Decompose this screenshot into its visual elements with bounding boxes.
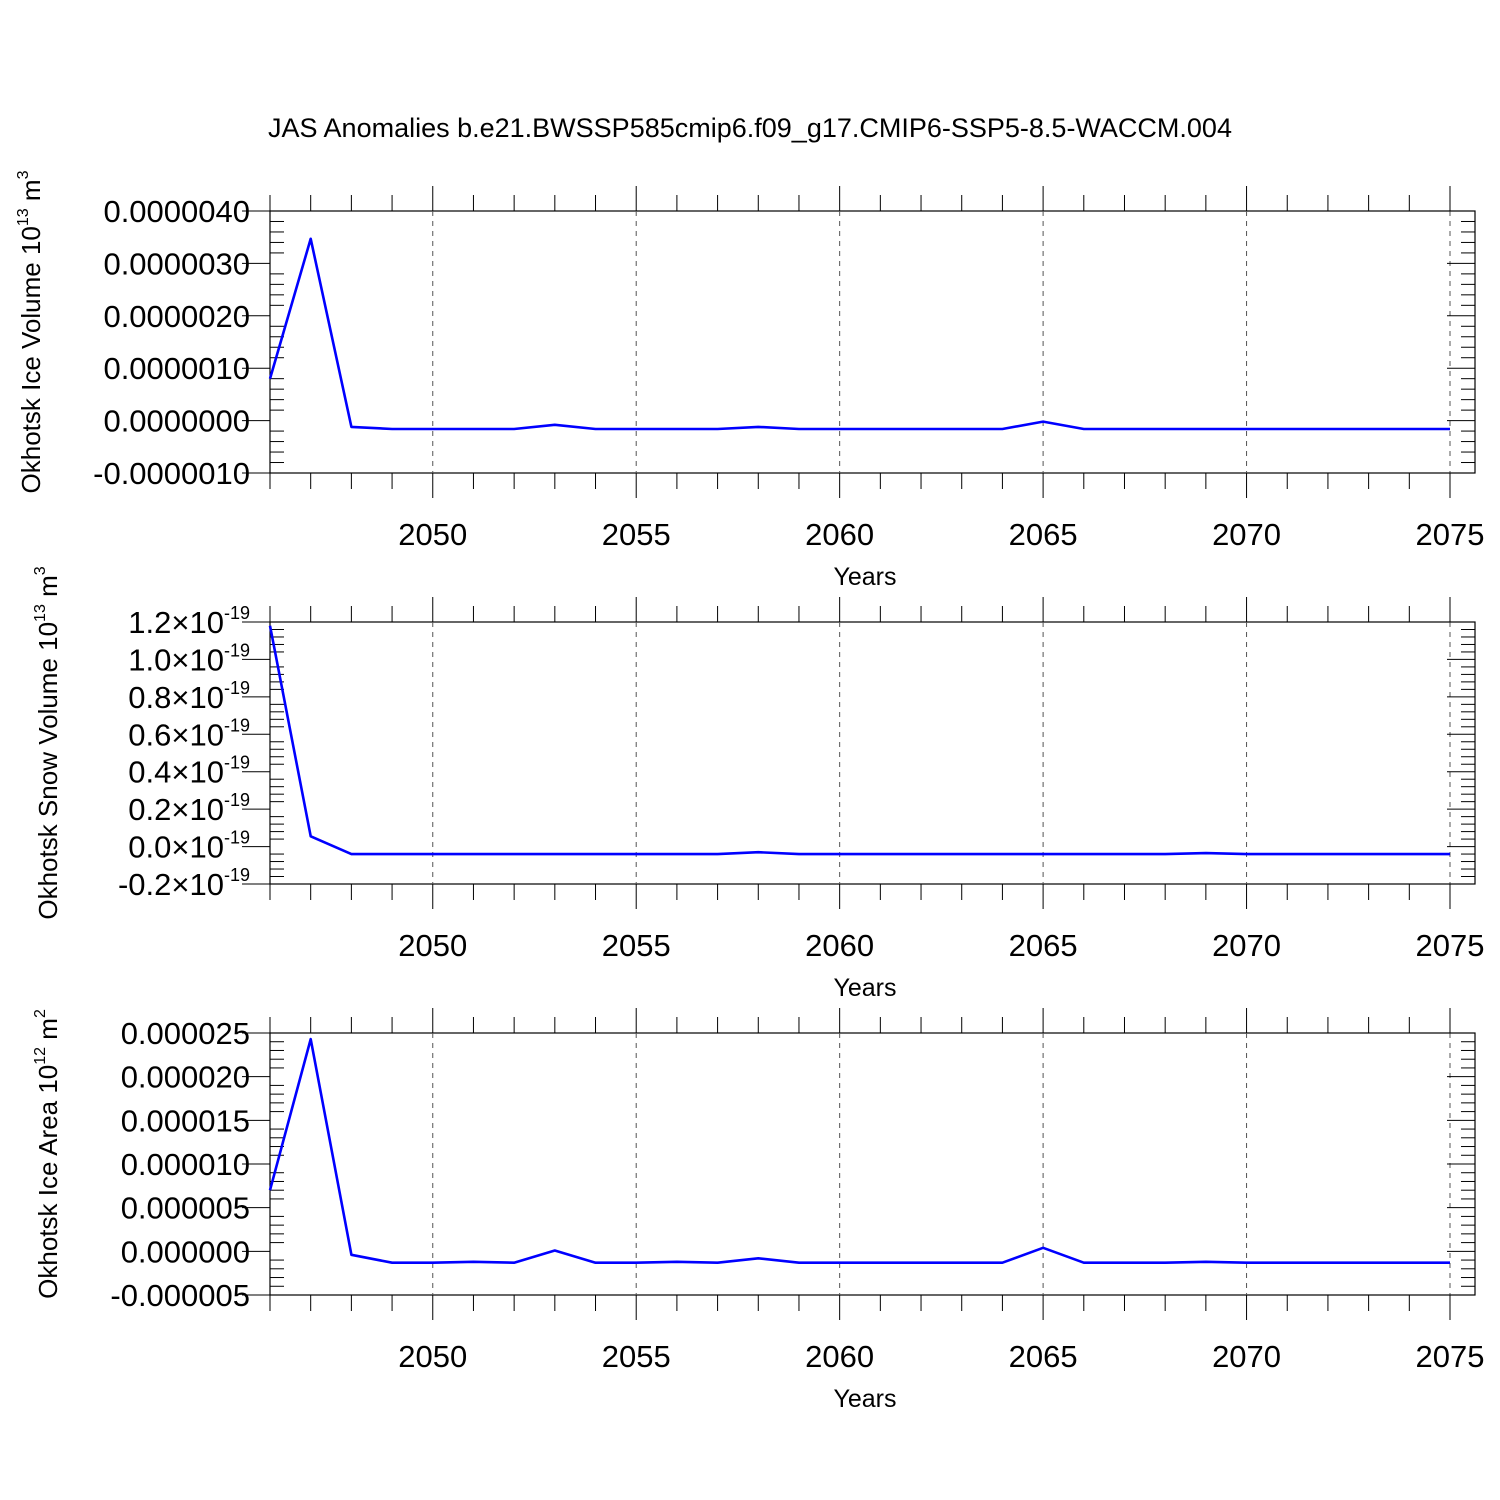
y-tick-label: 1.0×10-19 xyxy=(128,640,250,677)
x-axis-label: Years xyxy=(833,974,896,1002)
y-tick-label: 0.0×10-19 xyxy=(128,828,250,865)
y-tick-label: 1.2×10-19 xyxy=(128,603,250,640)
x-tick-label: 2070 xyxy=(1212,1339,1281,1374)
panel-2: 2050 2055 2060 2065 2070 2075 1.2×10-191.0×10-… xyxy=(32,566,1484,1002)
panel-1: 2050 2055 2060 2065 2070 2075 0.0000040 0.00000… xyxy=(15,170,1484,591)
x-tick-label: 2050 xyxy=(398,517,467,552)
x-tick-label: 2075 xyxy=(1416,928,1485,963)
x-tick-label: 2050 xyxy=(398,928,467,963)
y-tick-label: 0.000015 xyxy=(121,1103,250,1138)
y-tick-label: 0.000025 xyxy=(121,1016,250,1051)
x-tick-label: 2050 xyxy=(398,1339,467,1374)
x-tick-label: 2065 xyxy=(1009,1339,1078,1374)
y-tick-label: 0.000020 xyxy=(121,1060,250,1095)
y-tick-label: 0.000000 xyxy=(121,1234,250,1269)
x-tick-label: 2075 xyxy=(1416,1339,1485,1374)
chart-title: JAS Anomalies b.e21.BWSSP585cmip6.f09_g1… xyxy=(268,113,1232,143)
y-tick-label: 0.0000040 xyxy=(103,194,250,229)
panel-3: 2050 2055 2060 2065 2070 2075 0.000025 0.000020… xyxy=(32,1008,1484,1413)
x-axis-label: Years xyxy=(833,563,896,591)
x-tick-label: 2055 xyxy=(602,1339,671,1374)
y-axis-label: Okhotsk Snow Volume 1013 m3 xyxy=(32,566,63,919)
x-tick-label: 2065 xyxy=(1009,517,1078,552)
x-tick-label: 2055 xyxy=(602,517,671,552)
y-tick-label: 0.6×10-19 xyxy=(128,715,250,752)
y-tick-label: 0.0000020 xyxy=(103,299,250,334)
x-tick-label: 2070 xyxy=(1212,517,1281,552)
panels: 2050 2055 2060 2065 2070 2075 0.0000040 0.00000… xyxy=(15,170,1484,1413)
x-tick-label: 2065 xyxy=(1009,928,1078,963)
x-tick-label: 2070 xyxy=(1212,928,1281,963)
y-tick-label: -0.000005 xyxy=(110,1278,250,1313)
x-tick-label: 2060 xyxy=(805,928,874,963)
y-tick-label: 0.2×10-19 xyxy=(128,790,250,827)
y-tick-label: 0.0000010 xyxy=(103,351,250,386)
x-tick-label: 2055 xyxy=(602,928,671,963)
x-tick-label: 2075 xyxy=(1416,517,1485,552)
data-line xyxy=(268,237,1450,431)
y-tick-label: -0.0000010 xyxy=(93,456,250,491)
plot-frame xyxy=(269,621,1476,885)
y-tick-label: 0.8×10-19 xyxy=(128,678,250,715)
y-tick-label: 0.000005 xyxy=(121,1191,250,1226)
x-tick-label: 2060 xyxy=(805,517,874,552)
y-tick-label: 0.0000000 xyxy=(103,404,250,439)
y-tick-label: 0.4×10-19 xyxy=(128,753,250,790)
y-axis-label: Okhotsk Ice Volume 1013 m3 xyxy=(15,170,46,493)
data-line xyxy=(268,625,1450,856)
plot-frame xyxy=(269,1032,1476,1296)
data-line xyxy=(268,1037,1450,1264)
plot-frame xyxy=(269,210,1476,474)
y-tick-label: 0.0000030 xyxy=(103,246,250,281)
y-tick-label: 0.000010 xyxy=(121,1147,250,1182)
y-axis-label: Okhotsk Ice Area 1012 m2 xyxy=(32,1009,63,1299)
x-tick-label: 2060 xyxy=(805,1339,874,1374)
x-axis-label: Years xyxy=(833,1385,896,1413)
y-tick-label: -0.2×10-19 xyxy=(118,865,250,902)
